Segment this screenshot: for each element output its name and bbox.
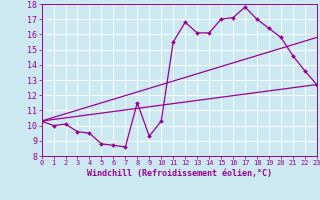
X-axis label: Windchill (Refroidissement éolien,°C): Windchill (Refroidissement éolien,°C) <box>87 169 272 178</box>
